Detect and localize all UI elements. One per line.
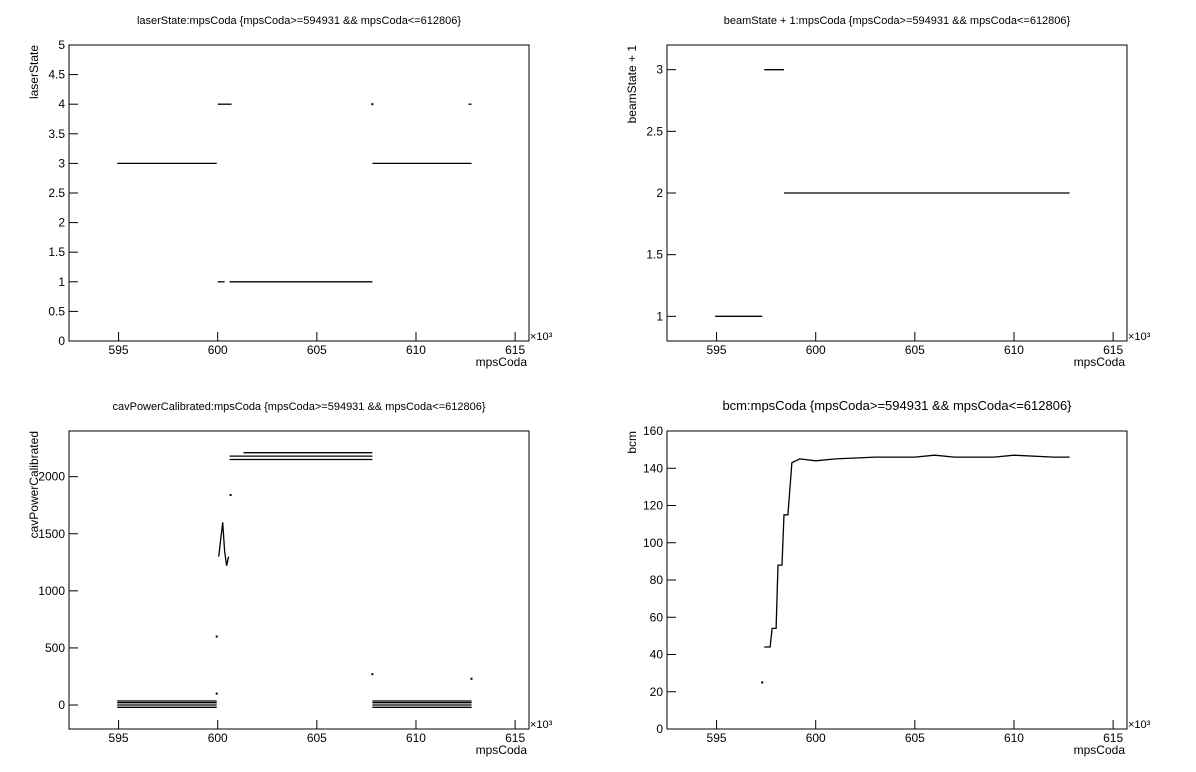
x-tick-label: 615 (1103, 731, 1123, 745)
x-multiplier: ×10³ (1128, 719, 1151, 731)
point (215, 635, 218, 638)
x-tick-label: 600 (208, 343, 228, 357)
x-tick-label: 595 (109, 731, 129, 745)
x-tick-label: 595 (707, 343, 727, 357)
data-line (764, 454, 1070, 648)
x-tick-label: 610 (406, 343, 426, 357)
x-tick-label: 610 (1004, 343, 1024, 357)
y-tick-label: 3.5 (48, 127, 65, 141)
x-tick-label: 605 (307, 343, 327, 357)
y-tick-label: 0 (58, 698, 65, 712)
x-tick-label: 600 (806, 731, 826, 745)
y-tick-label: 2000 (38, 470, 65, 484)
frame (68, 44, 530, 342)
y-tick-label: 80 (650, 573, 664, 587)
y-tick-label: 2.5 (48, 186, 65, 200)
chart-title: beamState + 1:mpsCoda {mpsCoda>=594931 &… (724, 15, 1071, 27)
point (470, 677, 473, 680)
y-tick-label: 100 (643, 536, 663, 550)
y-tick-label: 4 (58, 97, 65, 111)
frame (666, 430, 1128, 730)
x-axis-label: mpsCoda (1074, 355, 1126, 369)
y-tick-label: 0 (58, 334, 65, 348)
y-axis-label: laserState (27, 45, 41, 99)
y-tick-label: 2.5 (646, 124, 663, 138)
y-tick-label: 3 (656, 63, 663, 77)
x-tick-label: 615 (1103, 343, 1123, 357)
point (215, 692, 218, 695)
y-tick-label: 0 (656, 722, 663, 736)
y-axis-label: cavPowerCalibrated (27, 431, 41, 538)
point (371, 103, 374, 106)
chart-title: cavPowerCalibrated:mpsCoda {mpsCoda>=594… (112, 401, 485, 413)
y-tick-label: 160 (643, 424, 663, 438)
point (371, 673, 374, 676)
y-tick-label: 1000 (38, 584, 65, 598)
x-axis-label: mpsCoda (1074, 743, 1126, 757)
y-tick-label: 1 (58, 275, 65, 289)
y-tick-label: 1.5 (48, 245, 65, 259)
x-multiplier: ×10³ (530, 719, 553, 731)
x-tick-label: 600 (208, 731, 228, 745)
point (229, 493, 232, 496)
x-tick-label: 610 (406, 731, 426, 745)
y-tick-label: 1.5 (646, 248, 663, 262)
y-tick-label: 2 (656, 186, 663, 200)
data-line (218, 522, 230, 566)
x-multiplier: ×10³ (1128, 331, 1151, 343)
y-tick-label: 500 (45, 641, 65, 655)
x-tick-label: 595 (707, 731, 727, 745)
x-tick-label: 615 (505, 731, 525, 745)
y-tick-label: 120 (643, 499, 663, 513)
y-axis-label: beamState + 1 (625, 45, 639, 124)
y-tick-label: 1500 (38, 527, 65, 541)
y-tick-label: 1 (656, 309, 663, 323)
x-axis-label: mpsCoda (476, 355, 528, 369)
x-tick-label: 605 (905, 343, 925, 357)
x-tick-label: 610 (1004, 731, 1024, 745)
x-tick-label: 595 (109, 343, 129, 357)
x-tick-label: 605 (905, 731, 925, 745)
y-tick-label: 2 (58, 216, 65, 230)
y-tick-label: 3 (58, 156, 65, 170)
y-tick-label: 5 (58, 38, 65, 52)
y-tick-label: 40 (650, 648, 664, 662)
x-tick-label: 605 (307, 731, 327, 745)
chart-title: laserState:mpsCoda {mpsCoda>=594931 && m… (137, 15, 461, 27)
point (761, 681, 764, 684)
chart-title: bcm:mpsCoda {mpsCoda>=594931 && mpsCoda<… (722, 398, 1072, 413)
x-tick-label: 615 (505, 343, 525, 357)
x-multiplier: ×10³ (530, 331, 553, 343)
y-axis-label: bcm (625, 431, 639, 454)
x-axis-label: mpsCoda (476, 743, 528, 757)
y-tick-label: 0.5 (48, 304, 65, 318)
y-tick-label: 140 (643, 461, 663, 475)
x-tick-label: 600 (806, 343, 826, 357)
frame (68, 430, 530, 730)
y-tick-label: 4.5 (48, 68, 65, 82)
y-tick-label: 20 (650, 685, 664, 699)
y-tick-label: 60 (650, 610, 664, 624)
